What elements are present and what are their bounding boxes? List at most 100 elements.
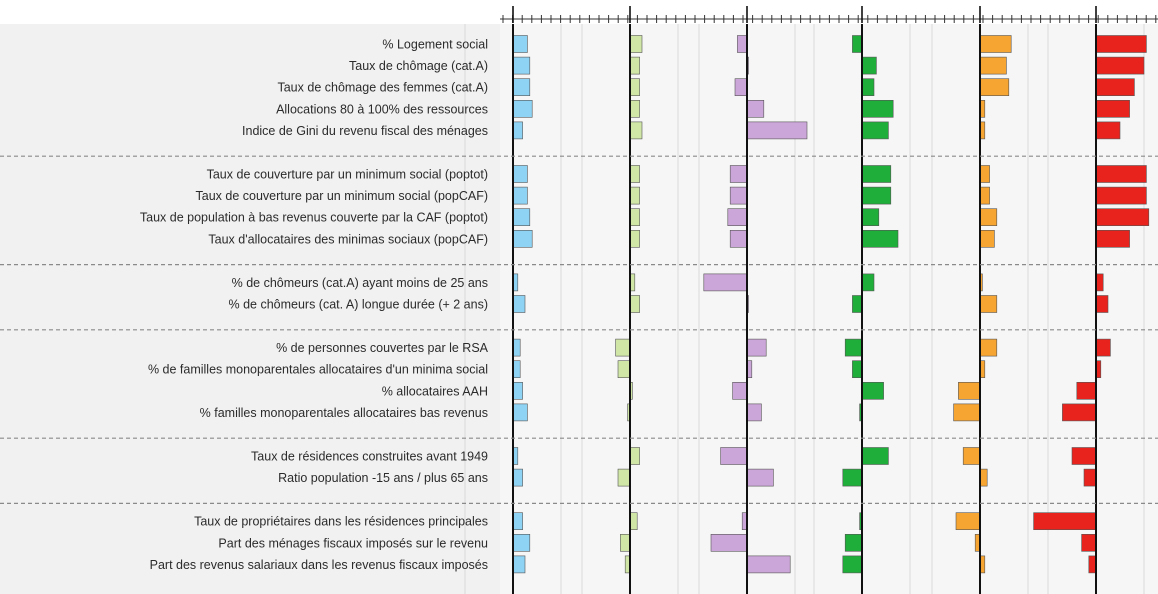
grid-lines <box>464 24 1145 594</box>
bar <box>979 338 998 357</box>
bar <box>852 35 863 53</box>
bar <box>629 78 640 96</box>
bar <box>1095 165 1147 183</box>
bar <box>732 381 748 400</box>
zero-axes <box>512 24 1097 594</box>
bar <box>955 512 981 531</box>
row-label: Taux d'allocataires des minimas sociaux … <box>208 232 488 246</box>
bar <box>617 360 631 379</box>
bar <box>958 381 981 400</box>
bar <box>844 533 863 552</box>
bar <box>629 208 640 226</box>
row-label: Taux de chômage des femmes (cat.A) <box>277 81 488 95</box>
bar <box>512 165 528 183</box>
bar <box>729 230 748 248</box>
bar <box>746 555 791 574</box>
row-label: Taux de résidences construites avant 194… <box>251 450 488 464</box>
bar <box>629 295 640 313</box>
bar <box>629 165 640 183</box>
bar <box>979 78 1010 96</box>
bar <box>720 447 748 465</box>
bar <box>512 208 531 226</box>
bar <box>861 100 894 118</box>
bar <box>842 555 863 574</box>
row-label: % allocataires AAH <box>382 384 488 398</box>
bar <box>962 447 981 465</box>
bar <box>1033 512 1097 531</box>
bar <box>729 186 748 205</box>
row-labels: % Logement social Taux de chômage (cat.A)… <box>140 38 489 572</box>
bar <box>512 186 528 205</box>
bar <box>710 533 748 552</box>
bar <box>746 100 765 118</box>
row-label: % de personnes couvertes par le RSA <box>276 341 489 355</box>
bar <box>512 360 521 379</box>
row-label: Allocations 80 à 100% des ressources <box>276 102 488 116</box>
row-label: % de chômeurs (cat.A) ayant moins de 25 … <box>232 276 488 290</box>
bar <box>629 56 640 75</box>
bar <box>512 100 533 118</box>
bar <box>629 186 640 205</box>
bar <box>1071 447 1097 465</box>
row-label: Taux de chômage (cat.A) <box>349 59 488 73</box>
bar <box>512 230 533 248</box>
bar <box>861 165 892 183</box>
row-label: Taux de population à bas revenus couvert… <box>140 211 488 225</box>
bar <box>746 121 808 140</box>
bar <box>861 121 889 140</box>
bars <box>512 35 1150 574</box>
bar <box>844 338 863 357</box>
bar <box>861 447 889 465</box>
bar <box>979 165 990 183</box>
bar <box>979 56 1007 75</box>
bar <box>1088 555 1097 574</box>
panel-backgrounds <box>0 24 1158 594</box>
bar <box>861 230 899 248</box>
bar <box>734 78 748 96</box>
bar <box>852 360 863 379</box>
bar <box>615 338 631 357</box>
bar <box>729 165 748 183</box>
bar <box>979 230 995 248</box>
bar <box>629 35 643 53</box>
bar <box>512 555 526 574</box>
bar <box>620 533 631 552</box>
bar <box>512 35 528 53</box>
bar <box>852 295 863 313</box>
row-label: % Logement social <box>382 38 488 52</box>
row-label: % de familles monoparentales allocataire… <box>148 363 488 377</box>
row-label: Taux de propriétaires dans les résidence… <box>194 515 488 529</box>
bar <box>861 78 875 96</box>
bar <box>979 468 988 487</box>
bar <box>727 208 748 226</box>
bar <box>617 468 631 487</box>
bar <box>842 468 863 487</box>
row-label: % familles monoparentales allocataires b… <box>200 406 488 420</box>
bar <box>512 512 523 531</box>
bar <box>953 403 981 422</box>
row-label: Taux de couverture par un minimum social… <box>196 189 488 203</box>
bar <box>979 35 1012 53</box>
bar <box>1095 295 1109 313</box>
bar <box>1083 468 1097 487</box>
bar <box>629 230 640 248</box>
label-background <box>0 24 500 594</box>
bar <box>629 121 643 140</box>
bar <box>1081 533 1097 552</box>
bar <box>861 273 875 292</box>
row-label: Ratio population -15 ans / plus 65 ans <box>278 471 488 485</box>
bar <box>512 403 528 422</box>
bar <box>1095 208 1150 226</box>
bar <box>861 186 892 205</box>
bar <box>861 56 877 75</box>
bar <box>512 381 523 400</box>
bar <box>512 78 531 96</box>
bar <box>512 338 521 357</box>
bar <box>512 121 523 140</box>
row-label: Part des ménages fiscaux imposés sur le … <box>218 536 488 550</box>
bar <box>1062 403 1097 422</box>
bar <box>1095 273 1104 292</box>
bar <box>979 295 998 313</box>
bar <box>512 56 531 75</box>
